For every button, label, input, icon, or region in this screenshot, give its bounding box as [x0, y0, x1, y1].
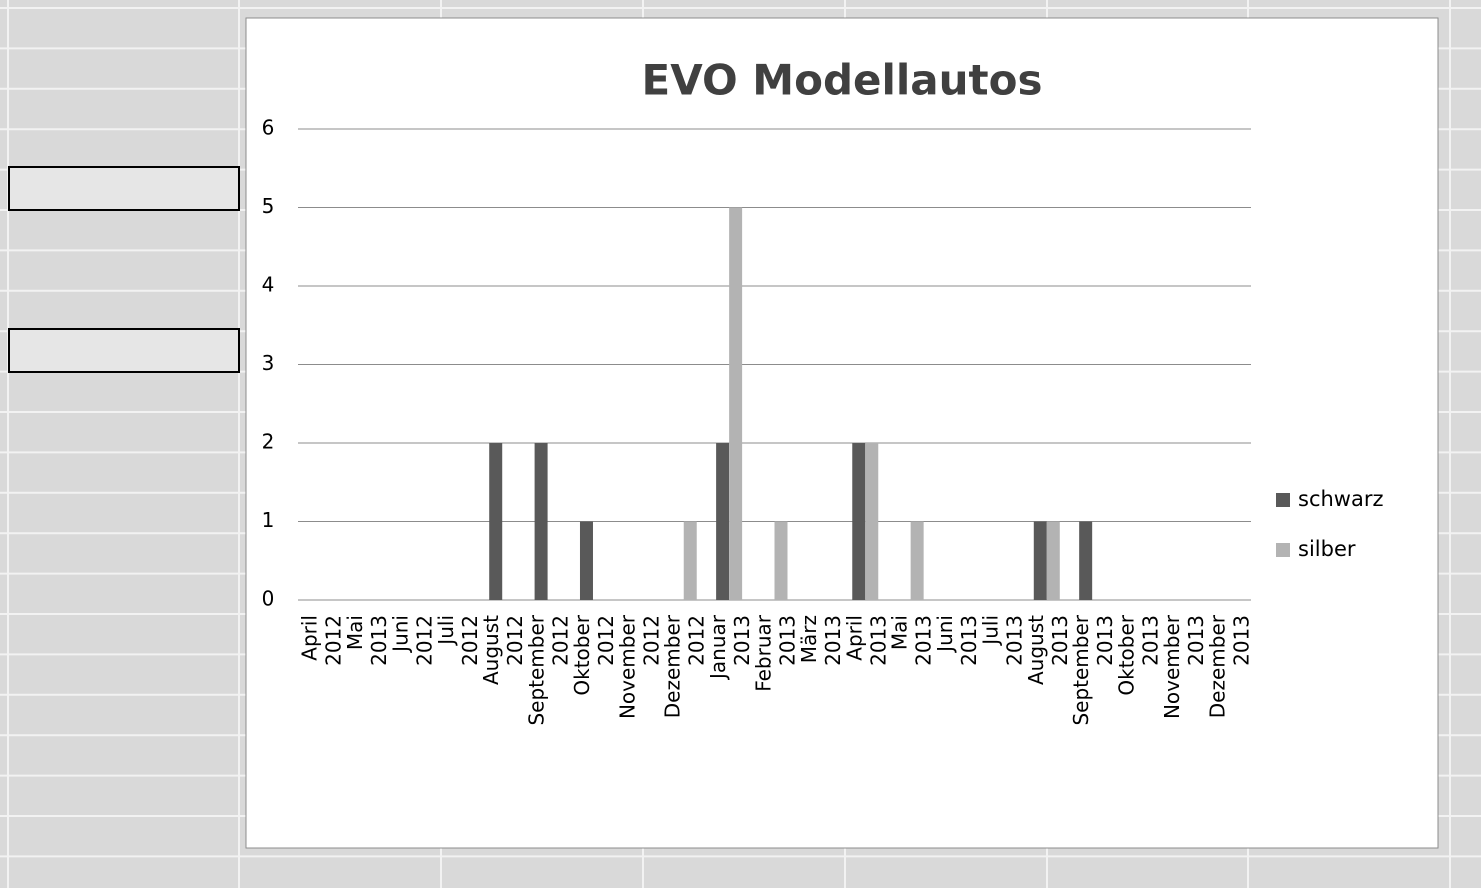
cell-box [9, 167, 239, 210]
y-tick-label: 6 [262, 116, 275, 140]
bar [911, 522, 924, 601]
bar [1047, 522, 1060, 601]
bar [852, 443, 865, 600]
bar [684, 522, 697, 601]
x-tick-label: April2013 [842, 615, 890, 666]
bar [535, 443, 548, 600]
bar [1034, 522, 1047, 601]
bar [1079, 522, 1092, 601]
legend-swatch [1276, 493, 1290, 507]
bar [716, 443, 729, 600]
y-tick-label: 4 [262, 273, 275, 297]
legend-label: silber [1298, 537, 1356, 561]
y-tick-label: 5 [262, 194, 275, 218]
page: EVO Modellautos 0123456April2012Mai2013J… [0, 0, 1481, 888]
bar [775, 522, 788, 601]
cell-box [9, 329, 239, 372]
x-tick-label: März2013 [797, 615, 845, 666]
y-tick-label: 1 [262, 508, 275, 532]
x-tick-label: April2012 [298, 615, 346, 666]
legend-label: schwarz [1298, 487, 1384, 511]
y-tick-label: 3 [262, 351, 275, 375]
bar [489, 443, 502, 600]
bar [865, 443, 878, 600]
chart-area [246, 18, 1438, 848]
chart-title: EVO Modellautos [642, 56, 1043, 105]
y-tick-label: 0 [262, 587, 275, 611]
chart: EVO Modellautos 0123456April2012Mai2013J… [0, 0, 1481, 888]
y-tick-label: 2 [262, 430, 275, 454]
bar [580, 522, 593, 601]
legend-swatch [1276, 543, 1290, 557]
bar [729, 208, 742, 601]
